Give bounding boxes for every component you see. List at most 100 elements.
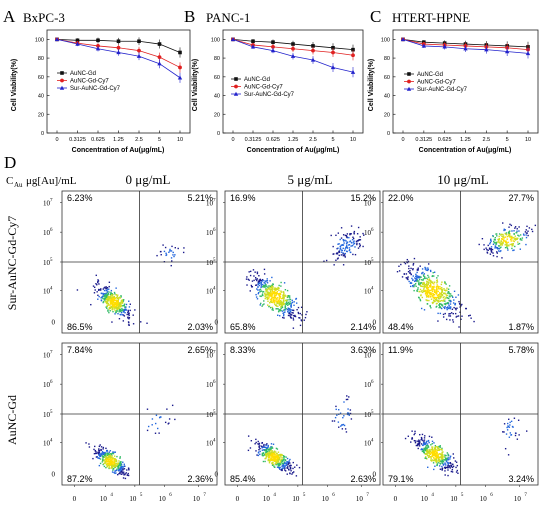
flow-event (278, 301, 280, 303)
flow-event (502, 242, 504, 245)
flow-event (407, 270, 410, 273)
flow-event (429, 453, 431, 455)
flow-event (267, 448, 269, 451)
flow-event (265, 296, 267, 299)
flow-event (300, 319, 303, 322)
flow-event (442, 464, 445, 466)
flow-event (99, 453, 101, 456)
flow-event (412, 275, 414, 277)
flow-event (425, 450, 428, 453)
flow-event (105, 287, 107, 290)
flow-event (438, 286, 440, 288)
flow-event (105, 459, 108, 461)
flow-panel-r1-c1: 8.33% 3.63%85.4% 2.63%10 710 610 510 40 (206, 342, 381, 486)
flow-event (433, 450, 436, 452)
flow-event (259, 445, 261, 447)
y-tick-label: 10 (43, 229, 51, 237)
flow-event (340, 425, 342, 427)
flow-event (291, 311, 293, 314)
flow-event (289, 310, 292, 313)
flow-event (449, 296, 451, 298)
flow-event (107, 459, 110, 461)
flow-event (102, 300, 105, 303)
flow-event (446, 294, 448, 297)
x-tick-label: 2.5 (309, 137, 317, 143)
flow-event (171, 245, 173, 248)
flow-event (140, 321, 142, 323)
flow-event (434, 459, 436, 461)
flow-event (106, 452, 109, 455)
flow-event (94, 445, 96, 448)
flow-event (350, 245, 352, 247)
flow-event (340, 244, 342, 247)
flow-event (246, 276, 248, 278)
quadrant-ul-percent: 8.33% (230, 345, 256, 355)
flow-event (281, 304, 284, 307)
flow-event (274, 303, 276, 305)
flow-event (445, 293, 447, 295)
flow-event (440, 460, 443, 463)
flow-event (424, 457, 426, 459)
flow-event (290, 309, 292, 311)
flow-event (442, 300, 444, 302)
flow-event (108, 281, 111, 284)
flow-event (443, 282, 446, 284)
flow-event (268, 302, 271, 304)
flow-event (275, 461, 277, 463)
flow-event (109, 454, 111, 456)
flow-event (123, 463, 125, 465)
flow-event (97, 280, 100, 282)
flow-event (264, 454, 267, 456)
flow-event (436, 299, 438, 301)
flow-event (344, 239, 346, 241)
flow-event (436, 287, 438, 290)
flow-event (419, 441, 421, 443)
flow-event (279, 306, 282, 308)
panel-b-title: PANC-1 (206, 10, 250, 25)
flow-event (434, 444, 437, 447)
flow-event (266, 446, 268, 449)
flow-event (346, 395, 348, 397)
flow-event (425, 446, 427, 449)
flow-event (105, 296, 108, 298)
flow-event (255, 441, 257, 444)
flow-event (276, 302, 278, 304)
flow-event (279, 309, 281, 311)
flow-event (411, 430, 413, 432)
flow-event (109, 296, 111, 298)
y-tick-label: 10 (364, 287, 372, 295)
flow-event (284, 307, 286, 309)
flow-event (425, 292, 427, 294)
flow-event (272, 307, 274, 310)
flow-panel-r0-c1: 16.9% 15.2%65.8% 2.14%10 710 610 510 40 (206, 190, 381, 334)
y-tick-exponent: 5 (50, 410, 53, 415)
flow-event (279, 459, 281, 461)
x-tick-label: 10 (525, 137, 531, 143)
flow-event (283, 317, 285, 319)
flow-event (103, 462, 105, 465)
flow-event (423, 283, 425, 285)
flow-event (285, 303, 288, 306)
flow-event (450, 470, 453, 473)
flow-event (286, 467, 289, 469)
y-tick-exponent: 6 (50, 380, 53, 385)
flow-event (284, 311, 286, 313)
flow-event (114, 463, 116, 466)
flow-event (353, 233, 355, 235)
flow-event (249, 290, 251, 292)
y-tick-label: 60 (214, 75, 220, 81)
flow-event (346, 247, 349, 249)
flow-event (108, 455, 110, 457)
flow-event (444, 298, 446, 300)
flow-event (272, 458, 274, 460)
flow-event (436, 289, 438, 291)
flow-event (276, 461, 279, 463)
flow-event (444, 454, 446, 456)
flow-event (108, 311, 110, 314)
flow-event (436, 460, 438, 462)
flow-event (350, 225, 353, 227)
x-tick-exponent: 4 (110, 493, 113, 498)
flow-event (342, 423, 345, 426)
y-tick-label: 10 (206, 259, 214, 267)
flow-event (259, 447, 261, 450)
